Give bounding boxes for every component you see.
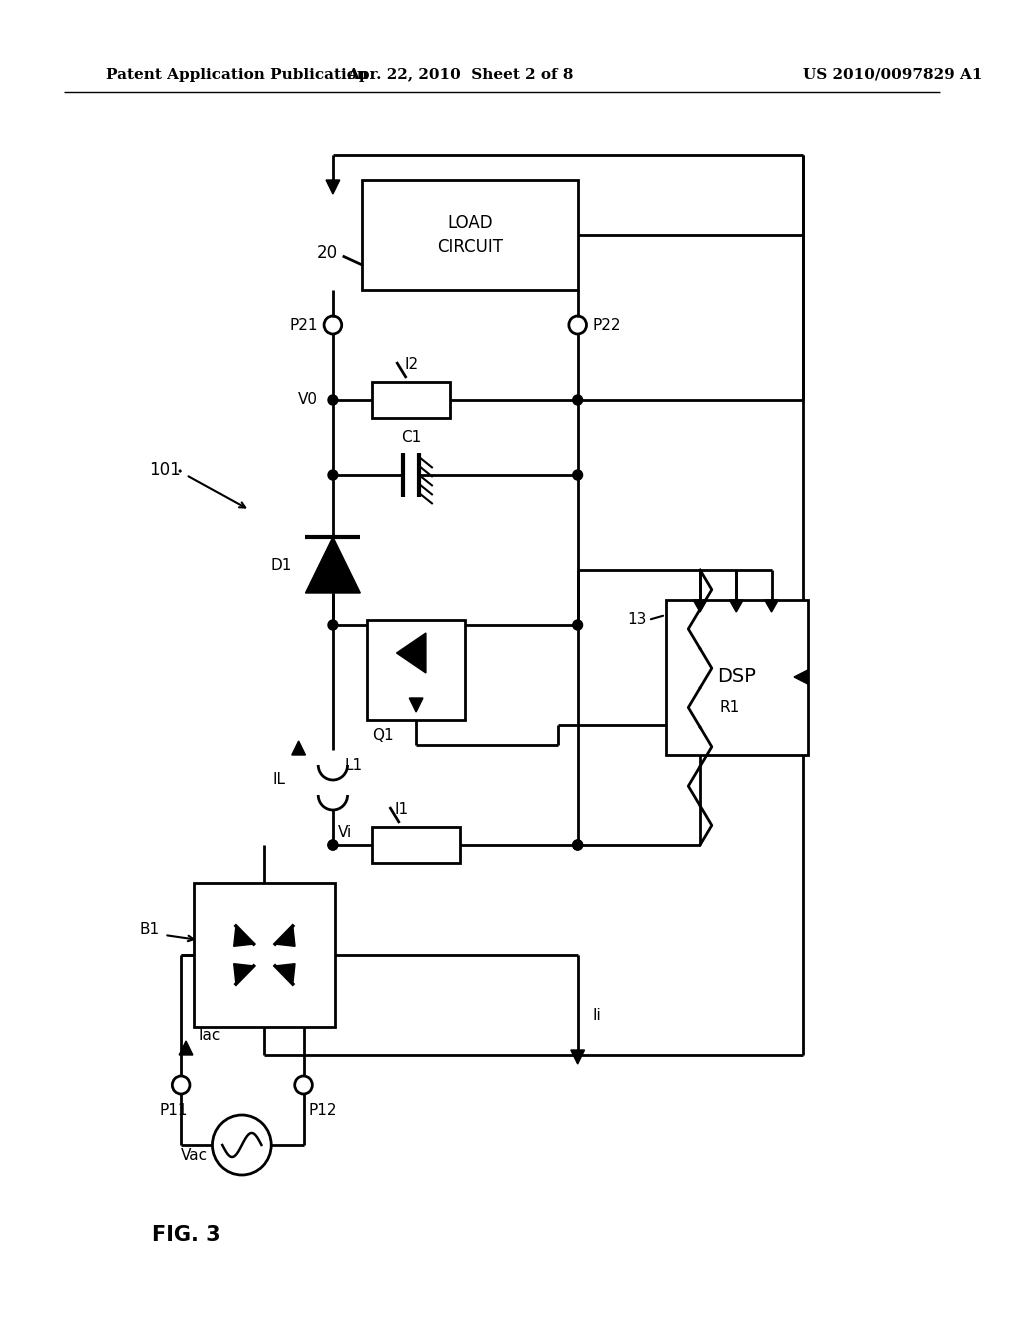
Circle shape <box>572 840 583 850</box>
Text: FIG. 3: FIG. 3 <box>152 1225 220 1245</box>
Bar <box>362 180 578 290</box>
Polygon shape <box>729 601 743 612</box>
Circle shape <box>572 395 583 405</box>
Bar <box>372 828 460 863</box>
Bar <box>194 883 335 1027</box>
Text: 13: 13 <box>627 612 646 627</box>
Text: P12: P12 <box>308 1104 337 1118</box>
Polygon shape <box>396 634 426 673</box>
Text: Apr. 22, 2010  Sheet 2 of 8: Apr. 22, 2010 Sheet 2 of 8 <box>347 69 573 82</box>
Circle shape <box>328 840 338 850</box>
Polygon shape <box>693 601 707 612</box>
Polygon shape <box>765 601 778 612</box>
Polygon shape <box>326 180 340 194</box>
Polygon shape <box>410 698 423 711</box>
Text: I1: I1 <box>394 803 409 817</box>
Text: US 2010/0097829 A1: US 2010/0097829 A1 <box>803 69 982 82</box>
Text: C1: C1 <box>401 430 421 445</box>
Text: Ii: Ii <box>592 1007 601 1023</box>
Circle shape <box>572 620 583 630</box>
Polygon shape <box>233 925 254 946</box>
Text: 101: 101 <box>150 461 181 479</box>
Text: R1: R1 <box>720 700 740 714</box>
Text: L1: L1 <box>345 758 362 772</box>
Text: Vi: Vi <box>338 825 352 840</box>
Bar <box>368 620 465 719</box>
Text: 20: 20 <box>316 244 338 261</box>
Circle shape <box>328 840 338 850</box>
Text: DSP: DSP <box>717 668 756 686</box>
Circle shape <box>572 840 583 850</box>
Text: P22: P22 <box>592 318 621 333</box>
Text: LOAD
CIRCUIT: LOAD CIRCUIT <box>437 214 503 256</box>
Polygon shape <box>275 925 295 946</box>
Text: Patent Application Publication: Patent Application Publication <box>105 69 368 82</box>
Polygon shape <box>794 671 808 684</box>
Bar <box>666 601 808 755</box>
Bar <box>372 381 451 418</box>
Polygon shape <box>292 741 305 755</box>
Text: Vac: Vac <box>180 1147 208 1163</box>
Polygon shape <box>570 1049 585 1064</box>
Polygon shape <box>305 537 360 593</box>
Polygon shape <box>275 964 295 983</box>
Polygon shape <box>233 964 254 983</box>
Text: Iac: Iac <box>199 1027 221 1043</box>
Text: I2: I2 <box>404 356 418 372</box>
Text: Q1: Q1 <box>372 729 393 743</box>
Circle shape <box>328 470 338 480</box>
Circle shape <box>328 395 338 405</box>
Text: IL: IL <box>273 772 286 788</box>
Text: P21: P21 <box>290 318 318 333</box>
Polygon shape <box>179 1041 193 1055</box>
Text: D1: D1 <box>270 557 292 573</box>
Circle shape <box>328 620 338 630</box>
Circle shape <box>572 470 583 480</box>
Text: V0: V0 <box>298 392 318 408</box>
Text: B1: B1 <box>139 923 160 937</box>
Text: P11: P11 <box>159 1104 187 1118</box>
